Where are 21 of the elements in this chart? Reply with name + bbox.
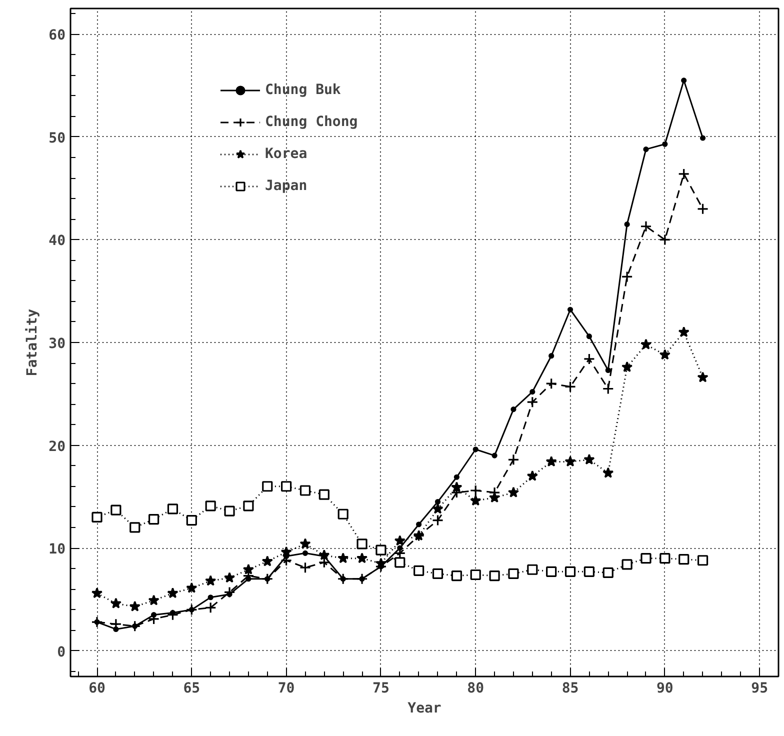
x-tick-label: 85 bbox=[562, 680, 579, 696]
x-tick-label: 95 bbox=[751, 680, 768, 696]
x-tick-label: 65 bbox=[183, 680, 200, 696]
x-tick-label: 75 bbox=[372, 680, 390, 696]
y-tick-label: 60 bbox=[48, 28, 66, 44]
y-axis-title: Fatality bbox=[24, 308, 41, 376]
y-tick-label: 10 bbox=[48, 542, 66, 558]
y-tick-label: 0 bbox=[57, 644, 66, 660]
x-tick-label: 70 bbox=[278, 680, 295, 696]
y-tick-label: 40 bbox=[48, 233, 66, 250]
legend-label: Chung Buk bbox=[265, 82, 341, 98]
x-tick-label: 90 bbox=[656, 680, 674, 696]
y-tick-label: 30 bbox=[48, 336, 66, 352]
x-tick-label: 80 bbox=[467, 680, 484, 696]
y-tick-label: 20 bbox=[48, 438, 66, 455]
legend-label: Japan bbox=[265, 178, 308, 194]
y-tick-label: 50 bbox=[48, 130, 66, 146]
legend-label: Chung Chong bbox=[265, 114, 358, 130]
x-axis-title: Year bbox=[408, 700, 442, 716]
legend-label: Korea bbox=[265, 146, 308, 162]
x-tick-label: 60 bbox=[88, 680, 106, 696]
